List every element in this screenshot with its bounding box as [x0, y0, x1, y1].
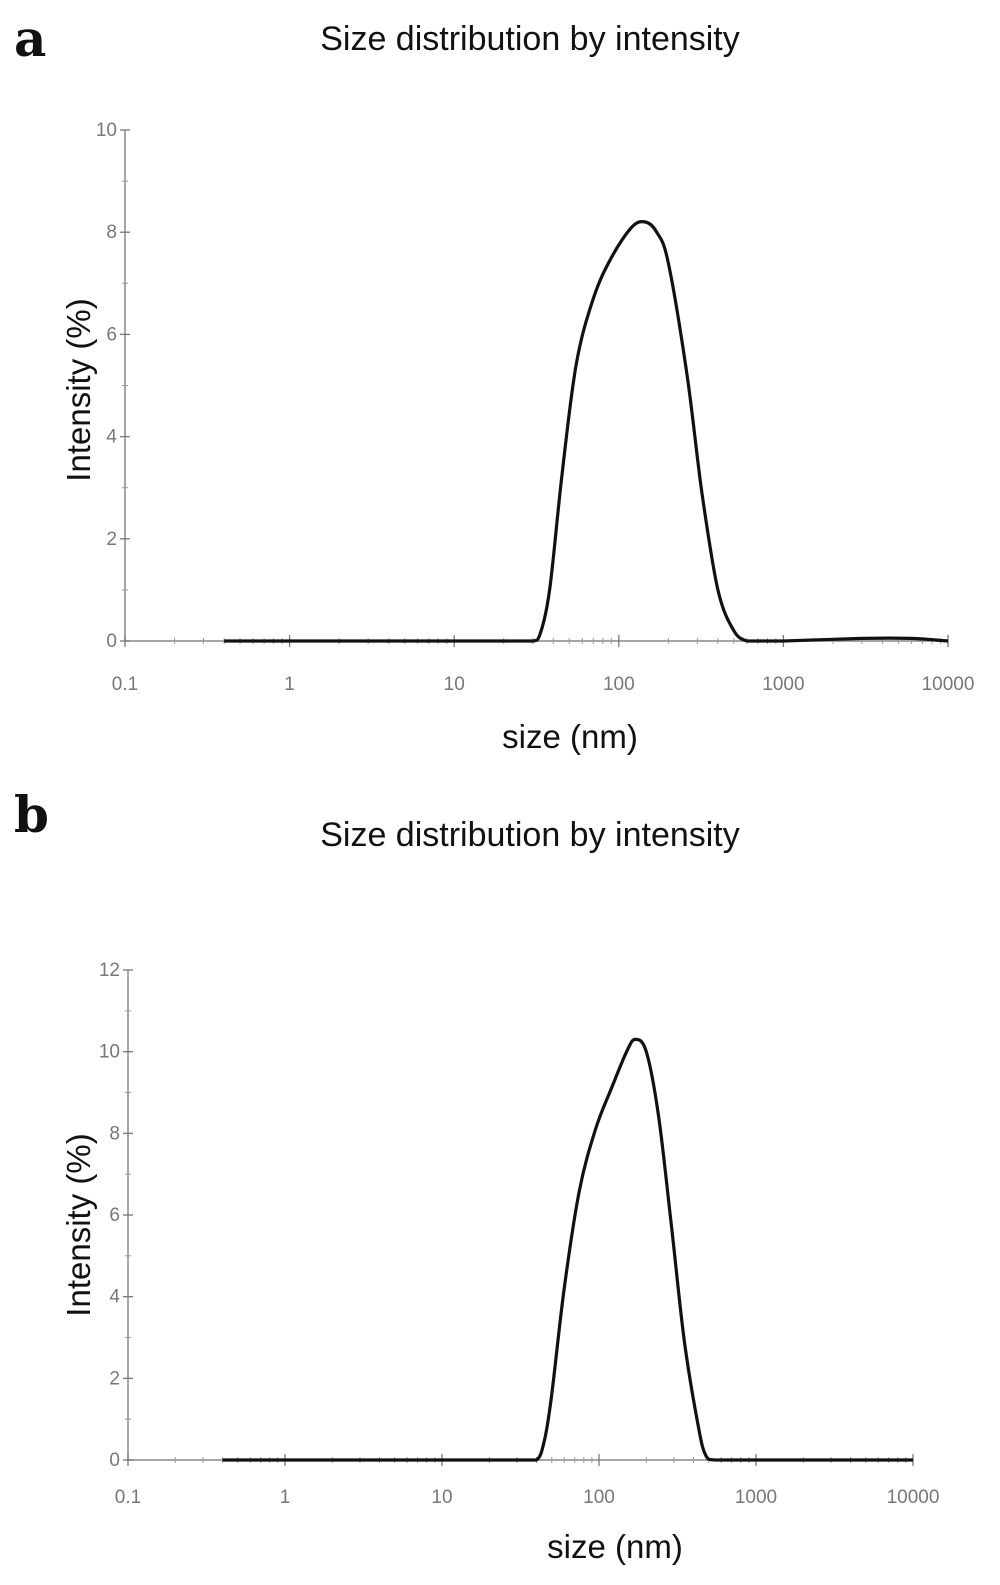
x-tick-label: 100: [603, 674, 635, 695]
x-tick-label: 1000: [735, 1487, 777, 1508]
y-tick-label: 0: [109, 1450, 120, 1471]
x-tick-label: 10: [444, 674, 465, 695]
chart-panel-b: b Size distribution by intensity Intensi…: [0, 790, 1000, 1585]
x-axis-label: size (nm): [502, 718, 638, 755]
y-tick-label: 4: [109, 1287, 120, 1308]
x-tick-label: 0.1: [115, 1487, 141, 1508]
data-series-line: [222, 1037, 913, 1462]
x-tick-label: 10000: [922, 674, 975, 695]
plot-area: 0 2 4 6 8 10 0.1 1 10 100 1000 10000: [96, 120, 975, 695]
chart-title: Size distribution by intensity: [320, 816, 740, 854]
data-series-line: [224, 219, 949, 643]
y-tick-label: 2: [106, 529, 117, 550]
x-tick-label: 100: [583, 1487, 615, 1508]
y-tick-label: 12: [99, 960, 120, 981]
y-tick-label: 6: [106, 324, 117, 345]
chart-title: Size distribution by intensity: [320, 20, 740, 58]
x-tick-label: 10000: [887, 1487, 940, 1508]
panel-label: b: [14, 785, 49, 844]
y-tick-label: 10: [96, 120, 117, 141]
y-tick-label: 8: [106, 222, 117, 243]
x-tick-label: 1: [280, 1487, 291, 1508]
x-tick-label: 1000: [762, 674, 804, 695]
y-tick-label: 8: [109, 1123, 120, 1144]
y-tick-label: 0: [106, 631, 117, 652]
chart-panel-a: a Size distribution by intensity Intensi…: [0, 0, 1000, 790]
x-axis-label: size (nm): [547, 1528, 683, 1565]
x-tick-label: 1: [284, 674, 295, 695]
y-tick-label: 2: [109, 1368, 120, 1389]
x-tick-label: 10: [431, 1487, 452, 1508]
panel-label: a: [14, 9, 47, 68]
y-tick-label: 6: [109, 1205, 120, 1226]
x-tick-label: 0.1: [112, 674, 138, 695]
y-tick-label: 10: [99, 1042, 120, 1063]
y-tick-label: 4: [106, 427, 117, 448]
plot-area: 0 2 4 6 8 10 12 0.1 1 10 100 1000 10000: [99, 960, 940, 1508]
